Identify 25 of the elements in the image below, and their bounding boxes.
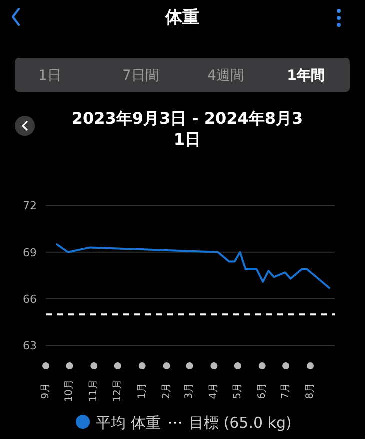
y-tick-label: 72 <box>23 200 37 213</box>
chart-title: 体重 <box>164 8 200 28</box>
legend-label: 平均 体重 <box>96 414 161 432</box>
x-tick-label: 12月 <box>112 380 124 402</box>
x-tick-label: 7月 <box>280 382 292 400</box>
text: 1日 <box>38 68 62 84</box>
x-tick-label: 3月 <box>184 382 196 400</box>
x-tick-label: 8月 <box>305 382 316 400</box>
x-tick-label: 11月 <box>88 380 100 402</box>
x-tick-label: 2月 <box>161 382 172 400</box>
text: 7日間 <box>122 68 160 84</box>
line-series <box>56 244 330 290</box>
y-tick-label: 66 <box>23 293 37 306</box>
x-tick-label: 9月 <box>40 382 52 400</box>
y-tick-label: 69 <box>23 246 37 260</box>
chart-subtitle: 2023年9月3日 - 2024年8月31日 <box>72 109 304 149</box>
x-tick-label: 4月 <box>208 382 220 400</box>
x-tick-label: 6月 <box>256 382 268 400</box>
legend-label: 目標 (65.0 kg) <box>189 414 292 432</box>
text: 1年間 <box>287 68 325 84</box>
text: 4週間 <box>208 68 244 84</box>
x-tick-label: 5月 <box>232 382 244 400</box>
x-tick-label: 10月 <box>64 380 76 402</box>
y-tick-label: 63 <box>23 340 37 353</box>
x-tick-label: 1月 <box>136 382 148 400</box>
